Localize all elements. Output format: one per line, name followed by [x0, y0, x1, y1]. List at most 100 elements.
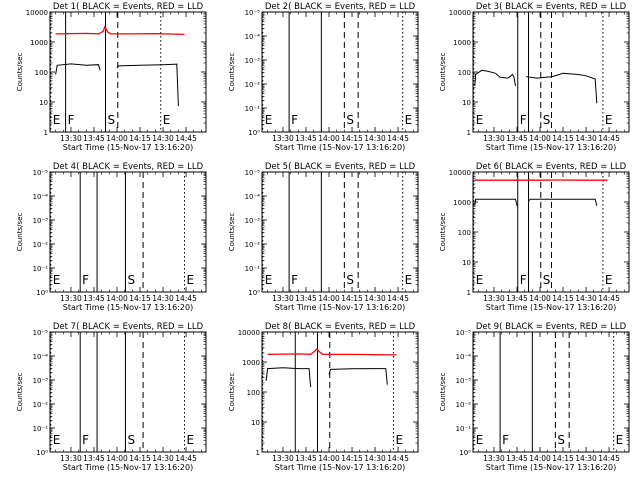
y-tick-label: 100: [35, 69, 48, 77]
x-tick-label: 13:45: [83, 134, 105, 143]
x-axis-label: Start Time (15-Nov-17 13:16:20): [486, 463, 616, 472]
x-axis-label: Start Time (15-Nov-17 13:16:20): [275, 143, 405, 152]
x-tick-label: 14:00: [529, 454, 551, 463]
marker-label: E: [265, 113, 273, 127]
x-tick-label: 14:30: [152, 294, 174, 303]
x-tick-label: 14:15: [552, 454, 574, 463]
marker-label: F: [291, 113, 298, 127]
y-tick-label: 10: [462, 259, 471, 267]
x-tick-label: 14:00: [529, 134, 551, 143]
marker-label: E: [395, 433, 403, 447]
series-events-line: [474, 198, 518, 206]
y-axis-label: Counts/sec: [16, 213, 24, 252]
y-tick-label: 10⁻²: [33, 241, 49, 249]
x-tick-label: 14:15: [552, 134, 574, 143]
x-tick-label: 14:30: [152, 454, 174, 463]
series-events-line: [116, 63, 179, 107]
x-axis-label: Start Time (15-Nov-17 13:16:20): [63, 463, 193, 472]
x-tick-label: 14:30: [152, 134, 174, 143]
y-tick-label: 10⁻⁴: [245, 33, 261, 41]
panel-5: Det 5( BLACK = Events, RED = LLD 10⁰ 10⁻¹ 1…: [228, 162, 419, 312]
x-tick-label: 14:30: [575, 294, 597, 303]
panel-title: Det 3( BLACK = Events, RED = LLD: [476, 2, 627, 12]
y-tick-label: 100: [458, 229, 471, 237]
x-tick-label: 13:30: [60, 454, 82, 463]
marker-label: E: [605, 273, 613, 287]
panel-title: Det 5( BLACK = Events, RED = LLD: [265, 162, 416, 172]
series-lld-line: [55, 25, 185, 36]
x-axis-label: Start Time (15-Nov-17 13:16:20): [63, 303, 193, 312]
panel-title: Det 4( BLACK = Events, RED = LLD: [53, 162, 204, 172]
panel-title: Det 2( BLACK = Events, RED = LLD: [265, 2, 416, 12]
y-axis-label: Counts/sec: [228, 373, 236, 412]
x-tick-label: 14:45: [387, 454, 409, 463]
marker-label: S: [127, 433, 135, 447]
x-tick-label: 14:15: [341, 134, 363, 143]
marker-label: E: [476, 273, 484, 287]
x-tick-label: 14:30: [364, 134, 386, 143]
y-tick-label: 10⁻³: [245, 217, 261, 225]
panel-7: Det 7( BLACK = Events, RED = LLD 10⁰ 10⁻¹ 1…: [16, 322, 207, 472]
x-axis-label: Start Time (15-Nov-17 13:16:20): [486, 143, 616, 152]
x-tick-label: 14:00: [106, 134, 128, 143]
y-tick-label: 10⁻¹: [245, 105, 261, 113]
marker-label: E: [187, 433, 195, 447]
marker-label: S: [107, 113, 115, 127]
y-tick-label: 1000: [30, 39, 48, 47]
y-tick-label: 10⁻²: [33, 401, 49, 409]
x-axis-label: Start Time (15-Nov-17 13:16:20): [275, 303, 405, 312]
y-tick-label: 10⁻³: [245, 57, 261, 65]
panel-4: Det 4( BLACK = Events, RED = LLD 10⁰ 10⁻¹ 1…: [16, 162, 207, 312]
y-tick-label: 1: [467, 129, 471, 137]
panel-2: Det 2( BLACK = Events, RED = LLD 10⁰ 10⁻¹ 1…: [228, 2, 419, 152]
y-tick-label: 10⁻¹: [33, 425, 49, 433]
x-tick-label: 13:30: [60, 294, 82, 303]
x-tick-label: 14:45: [387, 134, 409, 143]
marker-label: S: [127, 273, 135, 287]
x-tick-label: 13:45: [83, 454, 105, 463]
y-tick-label: 10000: [238, 329, 260, 337]
marker-label: F: [68, 113, 75, 127]
y-tick-label: 10⁻¹: [33, 265, 49, 273]
x-tick-label: 13:45: [506, 454, 528, 463]
marker-label: F: [82, 433, 89, 447]
y-tick-label: 1000: [453, 39, 471, 47]
x-tick-label: 13:45: [295, 294, 317, 303]
x-axis-label: Start Time (15-Nov-17 13:16:20): [63, 143, 193, 152]
x-tick-label: 14:15: [552, 294, 574, 303]
plot-frame: [49, 331, 207, 453]
y-axis-label: Counts/sec: [439, 53, 447, 92]
x-axis-label: Start Time (15-Nov-17 13:16:20): [486, 303, 616, 312]
x-tick-label: 14:45: [598, 454, 620, 463]
y-tick-label: 1: [467, 289, 471, 297]
panel-title: Det 1( BLACK = Events, RED = LLD: [53, 2, 204, 12]
y-tick-label: 10: [251, 419, 260, 427]
marker-label: S: [557, 433, 565, 447]
y-tick-label: 10⁻⁵: [33, 329, 49, 337]
marker-label: E: [476, 433, 484, 447]
x-tick-label: 14:15: [129, 454, 151, 463]
y-axis-label: Counts/sec: [439, 373, 447, 412]
y-tick-label: 10⁻³: [33, 377, 49, 385]
plot-frame: [261, 171, 419, 293]
marker-label: E: [53, 273, 61, 287]
marker-label: S: [346, 273, 354, 287]
x-tick-label: 13:45: [295, 454, 317, 463]
marker-label: S: [543, 113, 551, 127]
panel-3: Det 3( BLACK = Events, RED = LLD 1 10 100 10…: [439, 2, 630, 152]
y-tick-label: 10: [462, 99, 471, 107]
y-tick-label: 10⁰: [36, 289, 48, 297]
x-tick-label: 14:15: [341, 294, 363, 303]
y-tick-label: 10⁰: [248, 129, 260, 137]
panel-6: Det 6( BLACK = Events, RED = LLD 1 10 100 10…: [439, 162, 630, 312]
y-tick-label: 10000: [26, 9, 48, 17]
x-tick-label: 14:15: [341, 454, 363, 463]
x-axis-label: Start Time (15-Nov-17 13:16:20): [275, 463, 405, 472]
y-tick-label: 10⁻⁴: [245, 193, 261, 201]
plot-frame: [261, 11, 419, 133]
marker-label: E: [163, 113, 171, 127]
x-tick-label: 13:45: [506, 134, 528, 143]
plot-frame: [472, 331, 630, 453]
